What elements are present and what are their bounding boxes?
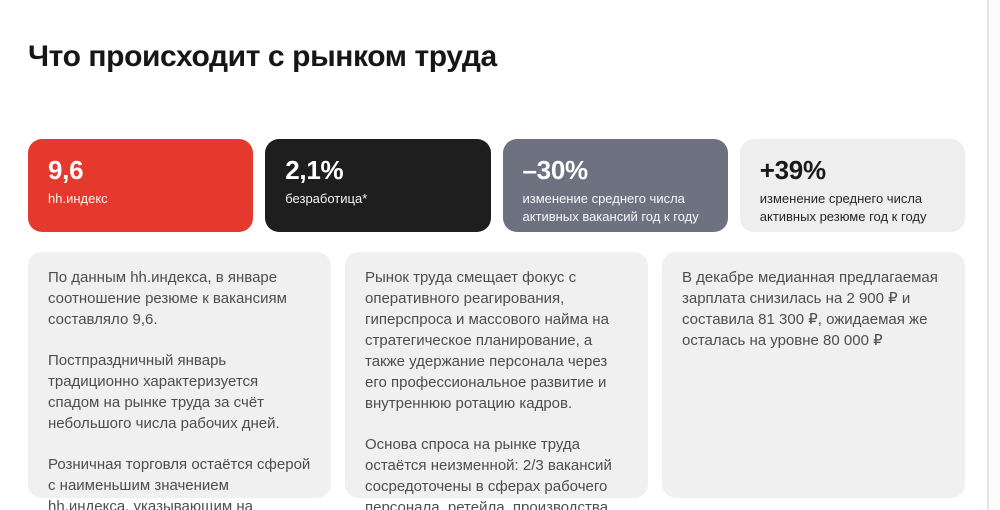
info-block-hh-index: По данным hh.индекса, в январе соотношен… bbox=[28, 252, 331, 510]
stat-value: –30% bbox=[522, 155, 589, 185]
stat-card-hh-index: 9,6 hh.индекс bbox=[28, 139, 254, 232]
stat-card-vacancies-change: –30% изменение среднего числа активных в… bbox=[502, 139, 728, 232]
stat-label: изменение среднего числа активных резюме… bbox=[759, 191, 927, 224]
stat-cards-row: 9,6 hh.индекс 2,1% безработица* –30% изм… bbox=[28, 139, 965, 232]
page-edge-divider bbox=[987, 0, 1000, 510]
paragraph: В декабре медианная предлагаемая зарплат… bbox=[682, 269, 938, 349]
info-blocks-row: По данным hh.индекса, в январе соотношен… bbox=[28, 252, 965, 510]
paragraph: Постпраздничный январь традиционно харак… bbox=[48, 352, 280, 432]
stat-card-resumes-change: +39% изменение среднего числа активных р… bbox=[739, 139, 965, 232]
info-block-market-focus: Рынок труда смещает фокус с оперативного… bbox=[345, 252, 648, 510]
stat-value: 2,1% bbox=[285, 155, 344, 185]
paragraph: По данным hh.индекса, в январе соотношен… bbox=[48, 269, 287, 328]
paragraph: Розничная торговля остаётся сферой с наи… bbox=[48, 456, 311, 510]
stat-value: +39% bbox=[759, 155, 826, 185]
paragraph: Рынок труда смещает фокус с оперативного… bbox=[365, 269, 609, 412]
stat-value: 9,6 bbox=[48, 155, 84, 185]
info-block-salary: В декабре медианная предлагаемая зарплат… bbox=[662, 252, 965, 498]
page-title: Что происходит с рынком труда bbox=[28, 40, 497, 73]
stat-card-unemployment: 2,1% безработица* bbox=[265, 139, 491, 232]
stat-label: безработица* bbox=[285, 191, 368, 206]
stat-label: hh.индекс bbox=[48, 191, 108, 206]
stat-label: изменение среднего числа активных ваканс… bbox=[522, 191, 699, 224]
paragraph: Основа спроса на рынке труда остаётся не… bbox=[365, 436, 613, 510]
